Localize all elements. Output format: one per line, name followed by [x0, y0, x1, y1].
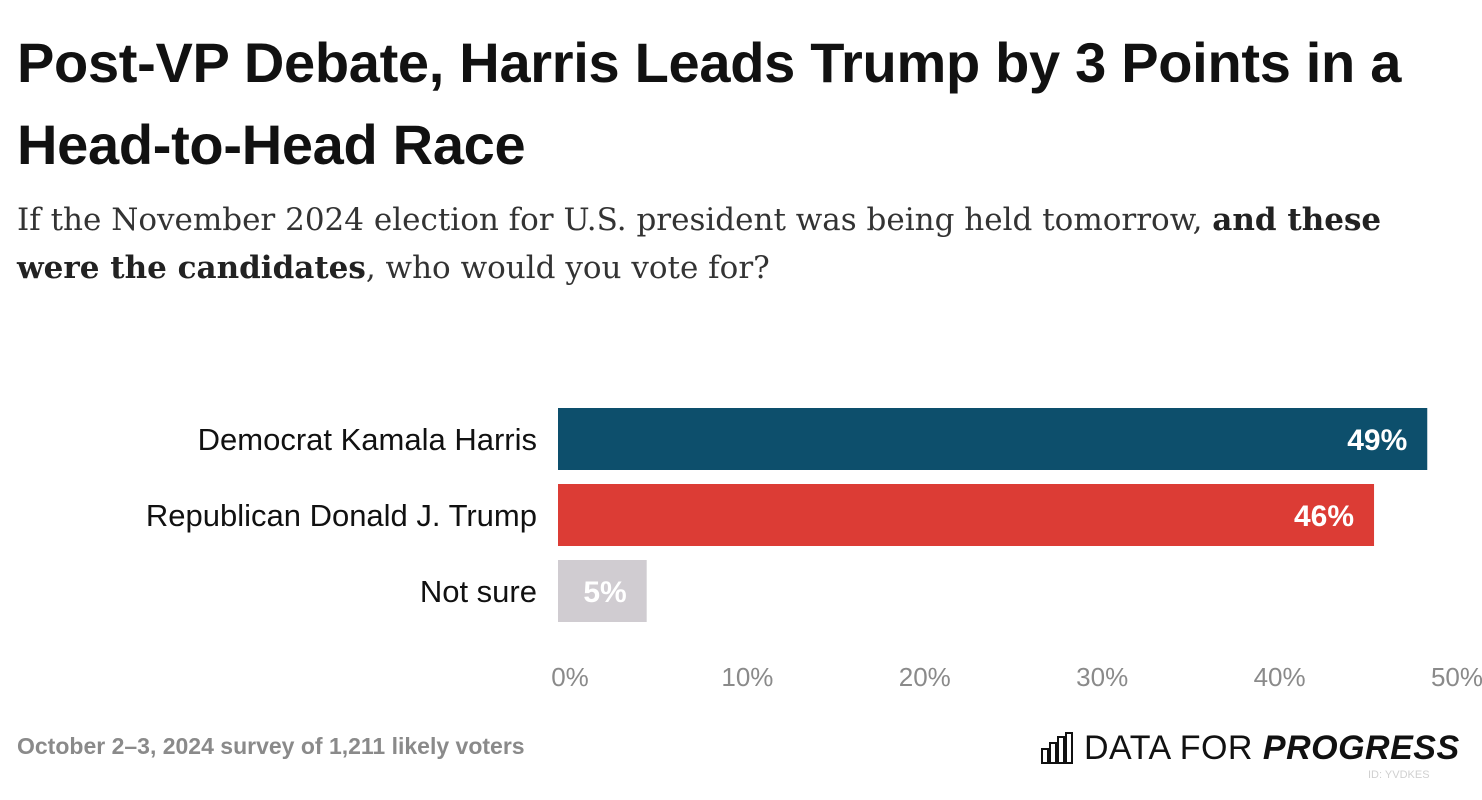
value-label-1: 46%: [1294, 500, 1354, 533]
value-label-0: 49%: [1347, 424, 1407, 457]
x-tick-label-2: 20%: [899, 662, 951, 692]
category-label-2: Not sure: [420, 574, 537, 609]
subtitle-part-2: , who would you vote for?: [365, 250, 770, 286]
logo-text-light: DATA FOR: [1084, 728, 1263, 767]
x-tick-label-5: 50%: [1431, 662, 1482, 692]
bar-2: [558, 560, 647, 622]
bar-chart: Democrat Kamala Harris 49% Republican Dona…: [146, 408, 1482, 692]
logo-text-bold: PROGRESS: [1262, 728, 1460, 767]
chart-subtitle: If the November 2024 election for U.S. p…: [17, 196, 1437, 292]
bar-1: [558, 484, 1375, 546]
subtitle-bold: and these were the candidates: [17, 202, 1382, 286]
x-tick-label-4: 40%: [1254, 662, 1306, 692]
bar-chart-logo-icon: [1041, 732, 1073, 764]
chart-title: Post-VP Debate, Harris Leads Trump by 3 …: [17, 31, 1402, 176]
chart-id: ID: YVDKES: [1368, 769, 1430, 781]
category-label-0: Democrat Kamala Harris: [198, 422, 537, 457]
x-tick-label-0: 0%: [551, 662, 589, 692]
logo-wordmark: DATA FOR PROGRESS: [1084, 729, 1460, 768]
x-tick-label-1: 10%: [721, 662, 773, 692]
bar-0: [558, 408, 1428, 470]
x-tick-label-3: 30%: [1076, 662, 1128, 692]
category-label-1: Republican Donald J. Trump: [146, 498, 537, 533]
value-label-2: 5%: [583, 576, 626, 609]
subtitle-part-1: If the November 2024 election for U.S. p…: [17, 202, 1213, 238]
survey-note: October 2–3, 2024 survey of 1,211 likely…: [17, 733, 525, 759]
data-for-progress-logo: DATA FOR PROGRESS: [1040, 726, 1460, 770]
